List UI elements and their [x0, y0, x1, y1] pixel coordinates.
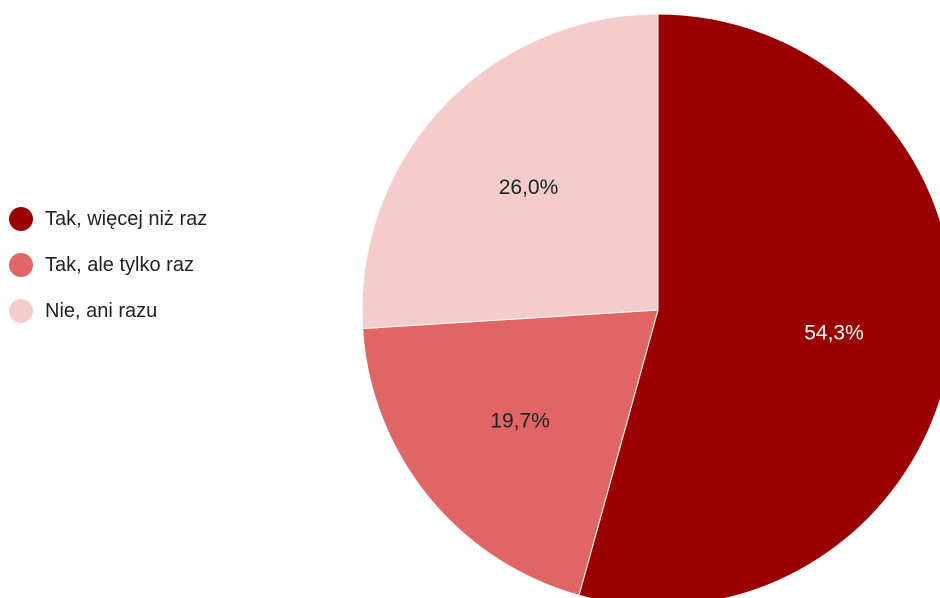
- legend-item[interactable]: Tak, ale tylko raz: [9, 253, 207, 277]
- legend-label: Nie, ani razu: [45, 299, 158, 322]
- legend-swatch: [9, 207, 33, 231]
- slice-value-label: 26,0%: [499, 176, 559, 199]
- slice-value-label: 54,3%: [804, 321, 864, 344]
- legend-item[interactable]: Tak, więcej niż raz: [9, 207, 207, 231]
- pie-slice[interactable]: [362, 309, 659, 596]
- legend-label: Tak, więcej niż raz: [45, 207, 208, 230]
- legend-swatch: [9, 253, 33, 277]
- pie-slice[interactable]: [361, 13, 659, 330]
- legend: Tak, więcej niż raz Tak, ale tylko raz N…: [9, 207, 207, 345]
- slice-value-label: 19,7%: [490, 409, 550, 432]
- legend-item[interactable]: Nie, ani razu: [9, 299, 207, 323]
- legend-label: Tak, ale tylko raz: [45, 253, 194, 276]
- legend-swatch: [9, 299, 33, 323]
